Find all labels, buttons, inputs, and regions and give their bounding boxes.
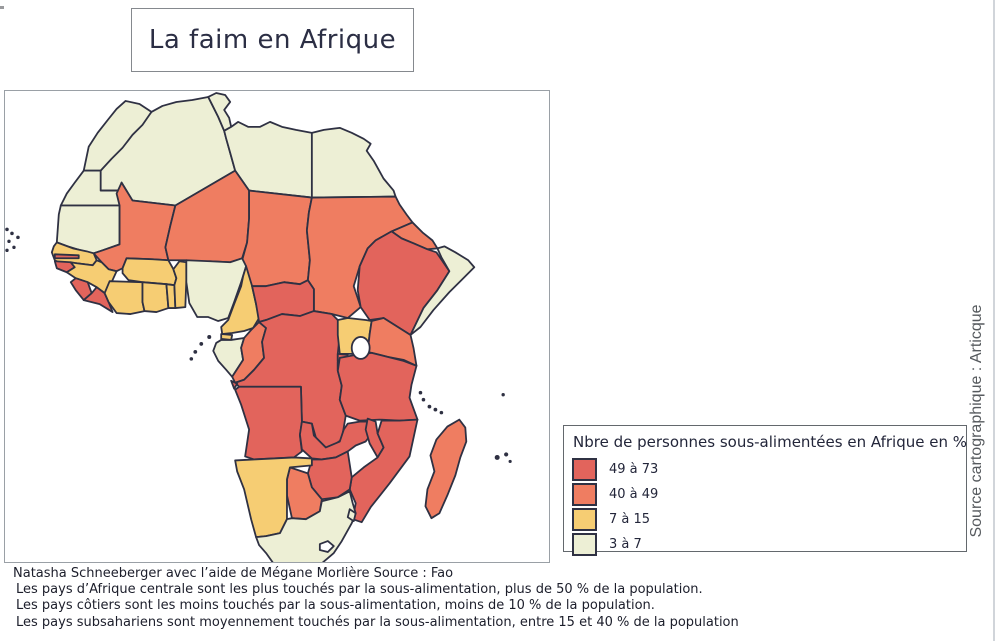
caption-line: Les pays subsahariens sont moyennement t…	[16, 614, 739, 630]
africa-map-svg	[5, 92, 512, 562]
country-namibia	[234, 456, 313, 539]
country-guinea	[65, 259, 118, 295]
authors-credit: Natasha Schneeberger avec l’aide de Méga…	[13, 566, 454, 581]
caption-block: Natasha Schneeberger avec l’aide de Méga…	[13, 566, 739, 631]
caption-line: Les pays d’Afrique centrale sont les plu…	[16, 582, 703, 597]
legend-title: Nbre de personnes sous-alimentées en Afr…	[573, 433, 967, 451]
legend-swatch-3-7	[572, 533, 597, 556]
legend-label: 49 à 73	[609, 462, 659, 477]
country-cabinda	[230, 379, 239, 390]
legend-item: 49 à 73	[572, 457, 958, 482]
legend-swatch-49-73	[572, 458, 597, 481]
country-lesotho	[318, 540, 335, 553]
country-gambia	[53, 253, 80, 260]
scan-speck-artifact	[0, 6, 4, 9]
country-liberia	[82, 286, 114, 313]
map-legend: Nbre de personnes sous-alimentées en Afr…	[563, 425, 967, 556]
legend-item: 40 à 49	[572, 482, 958, 507]
country-angola	[234, 385, 303, 461]
country-egypt	[310, 126, 397, 199]
title-box: La faim en Afrique	[131, 8, 414, 72]
country-swaziland	[346, 508, 357, 523]
lake-victoria	[350, 336, 371, 360]
country-tanzania	[336, 351, 419, 422]
africa-map	[4, 90, 550, 563]
legend-item: 3 à 7	[572, 532, 958, 557]
country-morocco	[82, 100, 153, 172]
country-somalia	[409, 245, 476, 336]
country-burkina-faso	[121, 257, 178, 287]
legend-swatch-40-49	[572, 483, 597, 506]
legend-label: 3 à 7	[609, 537, 642, 552]
caption-line: Les pays côtiers sont les moins touchés …	[16, 598, 655, 614]
country-ghana	[141, 281, 170, 313]
country-sudan	[305, 195, 414, 319]
scan-edge-artifact	[993, 0, 995, 641]
country-madagascar	[424, 418, 468, 520]
country-tunisia	[207, 92, 233, 132]
country-chad	[241, 189, 313, 288]
page-title: La faim en Afrique	[148, 25, 397, 55]
legend-label: 40 à 49	[609, 487, 659, 502]
legend-swatch-7-15	[572, 508, 597, 531]
legend-item: 7 à 15	[572, 507, 958, 532]
island-dots	[5, 227, 512, 464]
source-credit-vertical: Source cartographique : Articque	[968, 304, 985, 538]
legend-label: 7 à 15	[609, 512, 651, 527]
country-benin	[172, 260, 188, 309]
